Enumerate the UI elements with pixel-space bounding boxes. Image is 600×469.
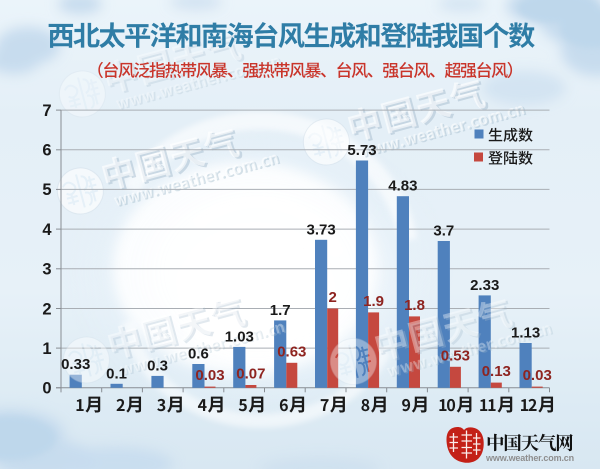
svg-text:0.6: 0.6: [188, 346, 209, 363]
svg-text:0.3: 0.3: [147, 357, 168, 374]
svg-text:6: 6: [42, 142, 51, 160]
svg-text:1.8: 1.8: [404, 297, 425, 314]
svg-text:4.83: 4.83: [388, 178, 417, 195]
svg-text:0.63: 0.63: [277, 343, 306, 360]
svg-text:0.1: 0.1: [106, 365, 127, 382]
svg-text:0.07: 0.07: [236, 366, 265, 383]
svg-text:0.13: 0.13: [482, 363, 511, 380]
svg-text:1.9: 1.9: [363, 293, 384, 310]
svg-text:5: 5: [42, 181, 51, 199]
svg-text:0.03: 0.03: [523, 367, 552, 384]
svg-text:4: 4: [42, 221, 52, 239]
svg-text:0.33: 0.33: [61, 356, 90, 373]
svg-text:7: 7: [42, 102, 51, 120]
svg-text:1.13: 1.13: [511, 325, 540, 342]
svg-text:1: 1: [42, 340, 51, 358]
svg-text:3: 3: [42, 261, 51, 279]
svg-text:3.7: 3.7: [433, 223, 454, 240]
svg-text:0: 0: [42, 380, 51, 398]
svg-text:2: 2: [329, 289, 337, 306]
svg-text:0.03: 0.03: [195, 367, 224, 384]
svg-text:1.03: 1.03: [225, 328, 254, 345]
svg-text:1.7: 1.7: [270, 302, 291, 319]
svg-text:3.73: 3.73: [306, 221, 335, 238]
svg-text:2.33: 2.33: [470, 277, 499, 294]
svg-text:2: 2: [42, 300, 51, 318]
svg-text:www.weather.com.cn: www.weather.com.cn: [485, 453, 574, 463]
svg-text:5.73: 5.73: [347, 142, 376, 159]
svg-text:0.53: 0.53: [441, 347, 470, 364]
